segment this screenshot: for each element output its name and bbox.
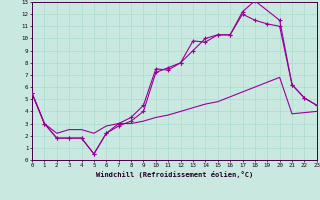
X-axis label: Windchill (Refroidissement éolien,°C): Windchill (Refroidissement éolien,°C) [96,171,253,178]
